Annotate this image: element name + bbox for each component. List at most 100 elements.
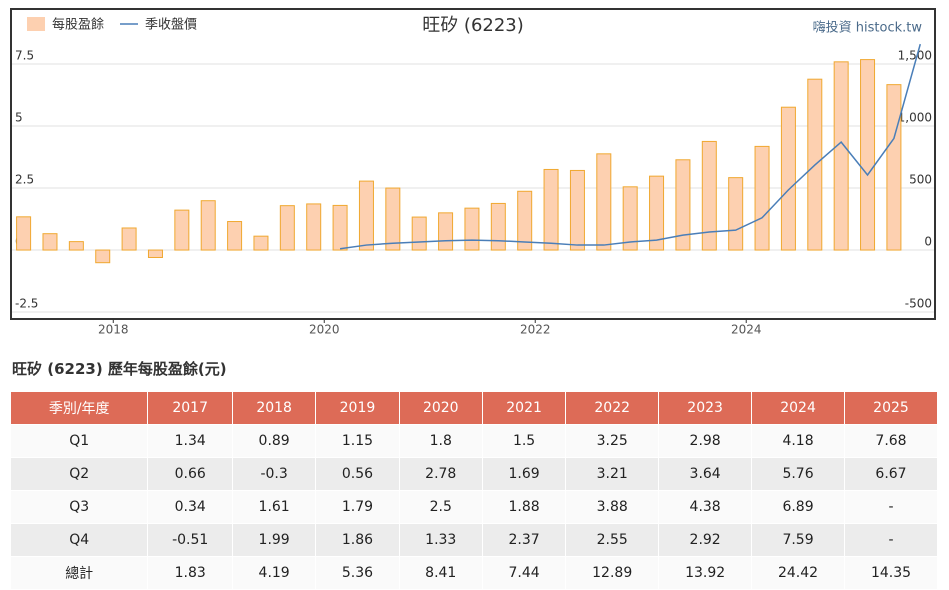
table-row: Q4 -0.51 1.99 1.86 1.33 2.37 2.55 2.92 7.59- — [9, 523, 938, 557]
table-cell: 1.61 — [231, 490, 317, 524]
table-cell: 0.34 — [147, 490, 233, 524]
table-cell: 3.64 — [658, 457, 753, 491]
legend-swatch — [27, 17, 45, 31]
header-row: 季別/年度 2017 2018 2019 2020 2021 2022 2023 2024 202… — [9, 391, 938, 425]
table-cell: 7.44 — [481, 556, 567, 590]
header-cell: 2017 — [147, 391, 233, 425]
table-cell: 1.86 — [315, 523, 400, 557]
table-cell: 2.5 — [398, 490, 483, 524]
bar — [332, 204, 348, 251]
bar — [279, 205, 295, 251]
table-cell: - — [844, 490, 938, 524]
table-cell: 4.38 — [658, 490, 753, 524]
bar — [780, 106, 796, 251]
table-cell: 14.35 — [844, 556, 938, 590]
header-cell: 2020 — [398, 391, 483, 425]
table-cell: 總計 — [9, 556, 149, 590]
y2-tick-label: 500 — [909, 173, 932, 187]
table-cell: 4.19 — [231, 556, 317, 590]
table-cell: 1.99 — [231, 523, 317, 557]
table-row: Q1 1.34 0.89 1.15 1.8 1.5 3.25 2.98 4.18 7.68 — [9, 424, 938, 458]
table-cell: 1.83 — [147, 556, 233, 590]
bar — [306, 203, 322, 251]
bar — [174, 209, 190, 251]
table-cell: 1.88 — [481, 490, 567, 524]
chart-title: 旺矽 (6223) — [422, 15, 524, 36]
table-cell: 12.89 — [565, 556, 660, 590]
table-cell: 2.92 — [658, 523, 753, 557]
bar — [68, 241, 84, 251]
table-cell: 1.33 — [398, 523, 483, 557]
table-cell: 1.69 — [481, 457, 567, 491]
bar — [569, 169, 585, 251]
table-cell: Q3 — [9, 490, 149, 524]
bar — [411, 216, 427, 251]
header-cell: 2021 — [481, 391, 567, 425]
table-cell: -0.51 — [147, 523, 233, 557]
table-cell: 3.25 — [565, 424, 660, 458]
table-title: 旺矽 (6223) 歷年每股盈餘(元) — [12, 360, 227, 378]
table-cell: 1.34 — [147, 424, 233, 458]
table-cell: -0.3 — [231, 457, 317, 491]
table-cell: 1.8 — [398, 424, 483, 458]
header-cell: 2023 — [658, 391, 753, 425]
y-tick-label: 2.5 — [15, 173, 34, 187]
legend-label: 季收盤價 — [145, 18, 197, 33]
table-cell: 1.15 — [315, 424, 400, 458]
legend-label: 每股盈餘 — [52, 17, 104, 33]
table-cell: - — [844, 523, 938, 557]
y-tick-label: 7.5 — [15, 49, 34, 63]
bar — [121, 227, 137, 251]
chart: 旺矽 (6223) 嗨投資 histock.tw -2.5 0 2.5 5 7.5 -50… — [10, 8, 936, 337]
x-tick-label: 2022 — [520, 323, 551, 337]
y2-tick-label: -500 — [905, 297, 932, 311]
table-row: Q3 0.34 1.61 1.79 2.5 1.88 3.88 4.38 6.89- — [9, 490, 938, 524]
bar — [543, 168, 559, 251]
y2-tick-label: 0 — [924, 235, 932, 249]
table-cell: 1.79 — [315, 490, 400, 524]
header-cell: 2018 — [231, 391, 317, 425]
plot-frame — [10, 8, 936, 320]
bar — [147, 249, 163, 258]
bar — [95, 249, 111, 264]
y2-tick-label: 1,500 — [898, 48, 932, 62]
bar — [16, 216, 32, 251]
table-cell: 0.66 — [147, 457, 233, 491]
bar — [622, 186, 638, 251]
table-cell: 1.5 — [481, 424, 567, 458]
table-cell: 5.36 — [315, 556, 400, 590]
table-cell: 6.89 — [751, 490, 845, 524]
table-cell: 3.21 — [565, 457, 660, 491]
bar — [886, 84, 902, 251]
bar — [517, 190, 533, 251]
bar — [649, 175, 665, 251]
x-tick-label: 2020 — [309, 323, 340, 337]
bar — [701, 140, 717, 251]
y-tick-label: 5 — [15, 111, 23, 125]
header-cell: 季別/年度 — [9, 391, 149, 425]
x-tick-label: 2018 — [98, 323, 129, 337]
table-row: 總計 1.83 4.19 5.36 8.41 7.44 12.89 13.92 24.42 14.… — [9, 556, 938, 590]
table-cell: 2.78 — [398, 457, 483, 491]
bar — [438, 212, 454, 251]
price-line — [339, 43, 922, 250]
bar — [728, 177, 744, 251]
table-cell: 7.59 — [751, 523, 845, 557]
bar — [464, 207, 480, 251]
table-cell: Q4 — [9, 523, 149, 557]
header-cell: 2025 — [844, 391, 938, 425]
table-cell: 2.37 — [481, 523, 567, 557]
bar — [385, 187, 401, 251]
table-row: Q2 0.66 -0.3 0.56 2.78 1.69 3.21 3.64 5.76 6.67 — [9, 457, 938, 491]
header-cell: 2024 — [751, 391, 845, 425]
y2-tick-label: 1,000 — [898, 110, 932, 124]
bar — [253, 235, 269, 251]
table-cell: 24.42 — [751, 556, 845, 590]
header-cell: 2019 — [315, 391, 400, 425]
table-cell: 0.89 — [231, 424, 317, 458]
bar — [860, 59, 876, 251]
eps-table: 季別/年度 2017 2018 2019 2020 2021 2022 2023 2024 202… — [9, 391, 938, 590]
bar — [675, 159, 691, 251]
source: 嗨投資 histock.tw — [813, 20, 923, 36]
